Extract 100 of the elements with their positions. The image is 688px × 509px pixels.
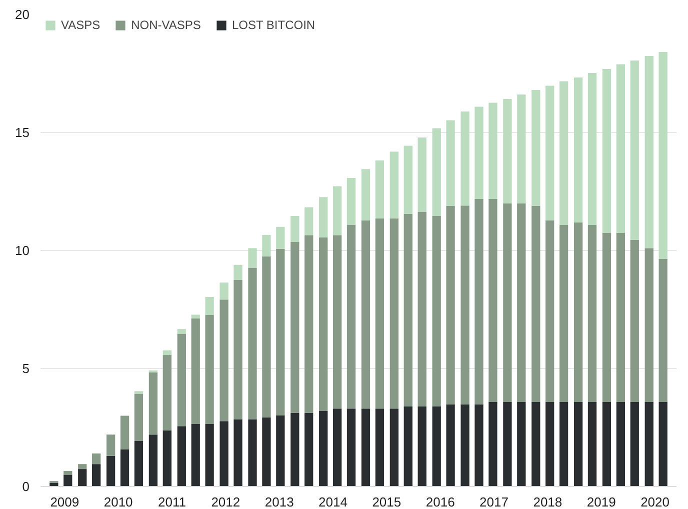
bar [474, 106, 484, 200]
bar [319, 197, 328, 238]
bar [120, 416, 130, 450]
bar [602, 233, 612, 402]
bar [78, 464, 87, 470]
y-tick-label: 15 [15, 125, 30, 140]
bar [446, 404, 455, 486]
bar [418, 137, 426, 212]
bar [234, 264, 242, 280]
bar [418, 212, 426, 406]
x-tick-label: 2019 [586, 494, 616, 509]
bar [332, 235, 342, 409]
bar [220, 282, 228, 300]
bar [432, 406, 441, 486]
bar [532, 90, 540, 206]
bar [234, 280, 242, 420]
bar [106, 456, 116, 486]
legend-label: VASPS [61, 18, 100, 32]
bar [503, 98, 512, 204]
bar [616, 233, 626, 402]
bar [532, 402, 540, 486]
bar [276, 415, 285, 486]
x-tick-label: 2010 [104, 494, 133, 509]
x-tick-label: 2012 [211, 494, 240, 509]
bar [588, 73, 597, 226]
bar [404, 146, 412, 214]
bar [517, 204, 526, 402]
bar [432, 216, 441, 406]
bar [177, 329, 186, 334]
bar [120, 449, 130, 486]
legend-label: LOST BITCOIN [232, 18, 316, 32]
bar [191, 424, 200, 486]
bar [248, 248, 257, 268]
bar [432, 128, 441, 216]
bar [304, 207, 314, 236]
bar [290, 216, 300, 242]
bar [658, 258, 668, 402]
bar [346, 408, 356, 486]
bar [290, 242, 300, 413]
x-tick-label: 2011 [158, 494, 186, 509]
bar [644, 402, 654, 486]
bar [262, 256, 271, 418]
bar [546, 86, 554, 220]
bar [574, 78, 583, 222]
bar [602, 402, 612, 486]
x-tick-label: 2013 [264, 494, 294, 509]
bar [446, 120, 455, 206]
bar [162, 350, 172, 356]
bar [134, 440, 144, 486]
bar [290, 412, 300, 486]
bar [488, 199, 498, 402]
bar [162, 355, 172, 430]
bar [602, 69, 612, 234]
bar [162, 430, 172, 486]
bar [559, 402, 568, 486]
bar [488, 102, 498, 200]
bar [644, 56, 654, 248]
bar [460, 206, 470, 404]
bar [134, 391, 144, 394]
bar [574, 402, 583, 486]
bar [262, 417, 271, 486]
x-tick-label: 2017 [480, 494, 508, 509]
bar [64, 474, 72, 486]
bar [177, 426, 186, 486]
bar [346, 178, 356, 225]
bar [191, 318, 200, 424]
bar [404, 406, 412, 486]
bar [220, 421, 228, 486]
bar [390, 152, 399, 218]
x-tick-label: 2020 [640, 494, 670, 509]
bar [446, 206, 455, 404]
bar [92, 464, 101, 486]
bar [220, 300, 228, 422]
bar [205, 314, 214, 424]
bar [304, 412, 314, 486]
bar [332, 408, 342, 486]
legend-label: NON-VASPS [131, 18, 201, 32]
bar [517, 402, 526, 486]
bar [404, 214, 412, 406]
bar [644, 248, 654, 402]
x-tick-label: 2015 [372, 494, 402, 509]
bar [148, 434, 158, 486]
bar [205, 424, 214, 486]
bar [92, 453, 101, 464]
bar [488, 402, 498, 486]
bar [361, 220, 370, 409]
bar [390, 218, 399, 409]
x-tick-label: 2018 [533, 494, 562, 509]
bar [319, 238, 328, 411]
bar [234, 419, 242, 486]
bar [460, 404, 470, 486]
bar [248, 419, 257, 486]
bar [361, 408, 370, 486]
bar [276, 248, 285, 416]
bar [630, 60, 639, 240]
bar [304, 235, 314, 413]
bar [64, 470, 72, 475]
x-tick-label: 2014 [318, 494, 348, 509]
bar [546, 402, 554, 486]
bar [375, 408, 384, 486]
